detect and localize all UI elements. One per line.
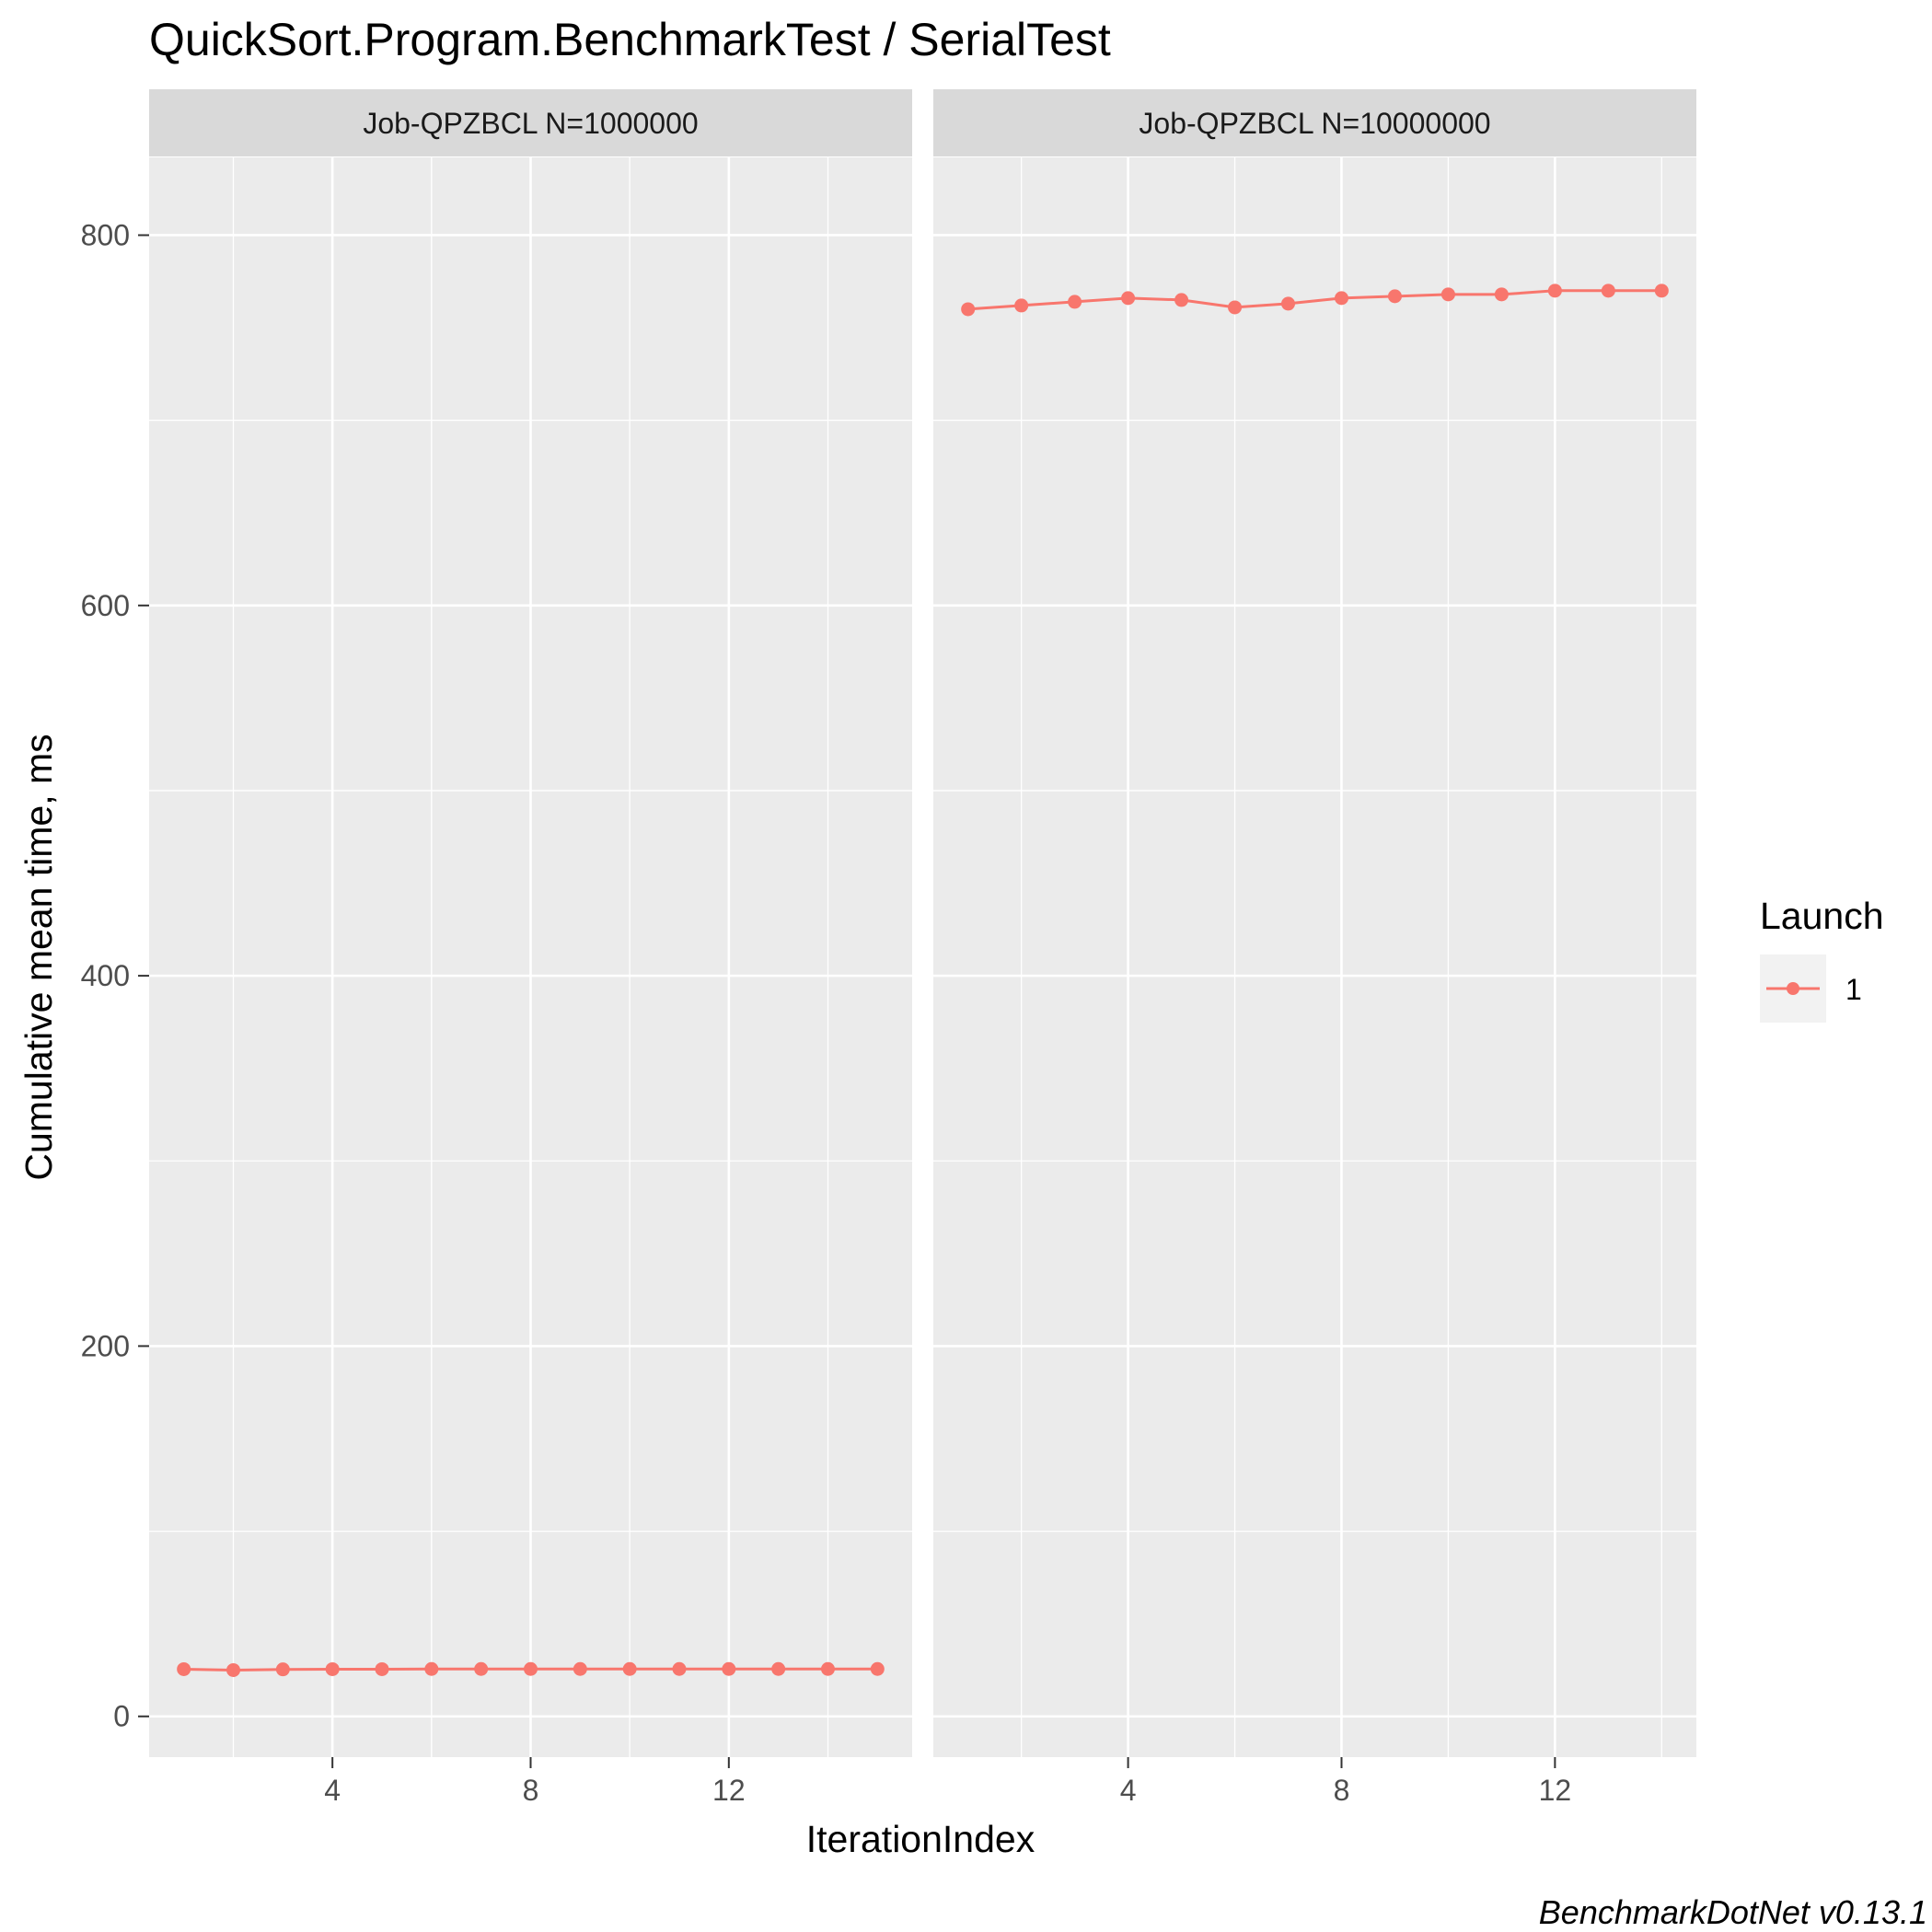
data-point bbox=[524, 1661, 538, 1676]
y-tick-label: 600 bbox=[81, 589, 130, 622]
data-point bbox=[573, 1661, 587, 1676]
y-tick-label: 800 bbox=[81, 218, 130, 251]
data-point bbox=[1281, 296, 1296, 311]
y-axis: 0 200 400 600 800 bbox=[81, 218, 149, 1733]
x-tick-label: 8 bbox=[1334, 1774, 1350, 1807]
data-point bbox=[771, 1661, 786, 1676]
data-point bbox=[1494, 287, 1509, 302]
legend: Launch 1 bbox=[1760, 895, 1884, 1023]
data-point bbox=[1121, 291, 1136, 306]
data-point bbox=[1387, 289, 1402, 304]
x-axis-title: IterationIndex bbox=[806, 1818, 1035, 1860]
data-point bbox=[1014, 298, 1029, 313]
y-axis-title: Cumulative mean time, ms bbox=[17, 734, 60, 1180]
data-point bbox=[1174, 293, 1189, 307]
y-tick-label: 200 bbox=[81, 1329, 130, 1362]
data-point bbox=[275, 1662, 290, 1677]
data-point bbox=[1547, 283, 1562, 298]
x-tick-label: 12 bbox=[712, 1774, 746, 1807]
x-tick-label: 4 bbox=[1120, 1774, 1137, 1807]
facet-panel: Job-QPZBCL N=1000000 4 8 12 bbox=[149, 89, 912, 1807]
data-point bbox=[424, 1661, 439, 1676]
data-point bbox=[961, 302, 976, 317]
facet-strip-label: Job-QPZBCL N=1000000 bbox=[363, 107, 698, 140]
series-line bbox=[967, 289, 1662, 311]
y-tick-label: 400 bbox=[81, 959, 130, 992]
facet-strip-label: Job-QPZBCL N=10000000 bbox=[1139, 107, 1490, 140]
x-tick-label: 8 bbox=[523, 1774, 539, 1807]
data-point bbox=[177, 1661, 191, 1676]
x-tick-label: 4 bbox=[324, 1774, 341, 1807]
data-point bbox=[1068, 295, 1082, 309]
data-point bbox=[226, 1662, 241, 1677]
data-point bbox=[870, 1661, 885, 1676]
legend-key-point bbox=[1787, 982, 1799, 995]
data-point bbox=[474, 1661, 489, 1676]
data-point bbox=[1440, 287, 1455, 302]
y-tick-label: 0 bbox=[113, 1700, 130, 1733]
data-point bbox=[325, 1661, 340, 1676]
data-point bbox=[722, 1661, 736, 1676]
facet-strip bbox=[149, 89, 912, 156]
data-point bbox=[375, 1661, 389, 1676]
data-point bbox=[1654, 283, 1669, 298]
data-point bbox=[672, 1661, 687, 1676]
data-point bbox=[1601, 283, 1615, 298]
data-point bbox=[1228, 300, 1243, 315]
facet-panel: Job-QPZBCL N=10000000 4 8 12 bbox=[933, 89, 1696, 1807]
legend-label: 1 bbox=[1845, 973, 1862, 1006]
legend-title: Launch bbox=[1760, 895, 1884, 937]
facet-strip bbox=[933, 89, 1696, 156]
caption: BenchmarkDotNet v0.13.1 bbox=[1539, 1893, 1927, 1931]
panel-background bbox=[933, 157, 1696, 1757]
chart-title: QuickSort.Program.BenchmarkTest / Serial… bbox=[149, 14, 1111, 65]
data-point bbox=[1334, 291, 1348, 306]
data-point bbox=[820, 1661, 835, 1676]
data-point bbox=[622, 1661, 637, 1676]
x-tick-label: 12 bbox=[1539, 1774, 1572, 1807]
